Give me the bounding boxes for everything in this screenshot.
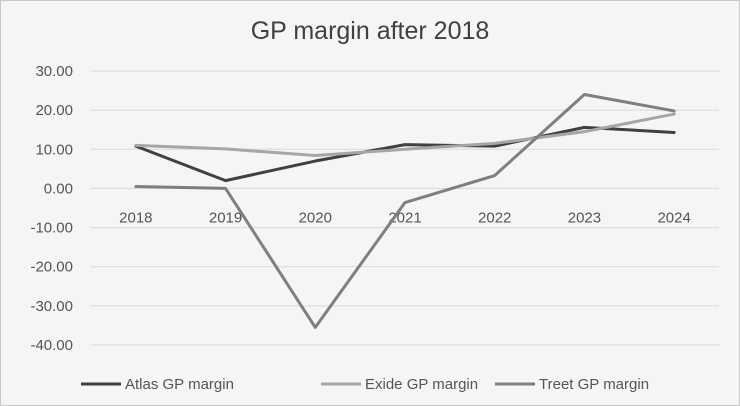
y-tick-label: 0.00 [44,180,73,197]
series-line [134,125,676,183]
grid-lines [91,70,719,346]
y-tick-label: -40.00 [30,337,73,354]
legend-label: Treet GP margin [539,376,649,393]
y-axis: 30.00 20.00 10.00 0.00 -10.00 -20.00 -30.00 -40… [30,63,73,354]
series-line [134,112,676,158]
y-tick-label: -20.00 [30,259,73,276]
series-line [134,92,676,329]
y-tick-label: 20.00 [35,102,73,119]
legend: Atlas GP margin Exide GP margin Treet GP m… [81,376,649,393]
y-tick-label: -30.00 [30,298,73,315]
x-axis: 2018 2019 2020 2021 2022 2023 2024 [119,209,691,226]
series-lines [134,92,676,329]
x-tick-label: 2018 [119,209,152,226]
y-tick-label: 10.00 [35,141,73,158]
legend-label: Atlas GP margin [125,376,234,393]
legend-label: Exide GP margin [365,376,478,393]
x-tick-label: 2022 [478,209,511,226]
x-tick-label: 2019 [209,209,242,226]
y-tick-label: 30.00 [35,63,73,80]
x-tick-label: 2023 [568,209,601,226]
chart-title: GP margin after 2018 [251,17,490,45]
x-tick-label: 2020 [299,209,332,226]
x-tick-label: 2024 [657,209,690,226]
y-tick-label: -10.00 [30,220,73,237]
